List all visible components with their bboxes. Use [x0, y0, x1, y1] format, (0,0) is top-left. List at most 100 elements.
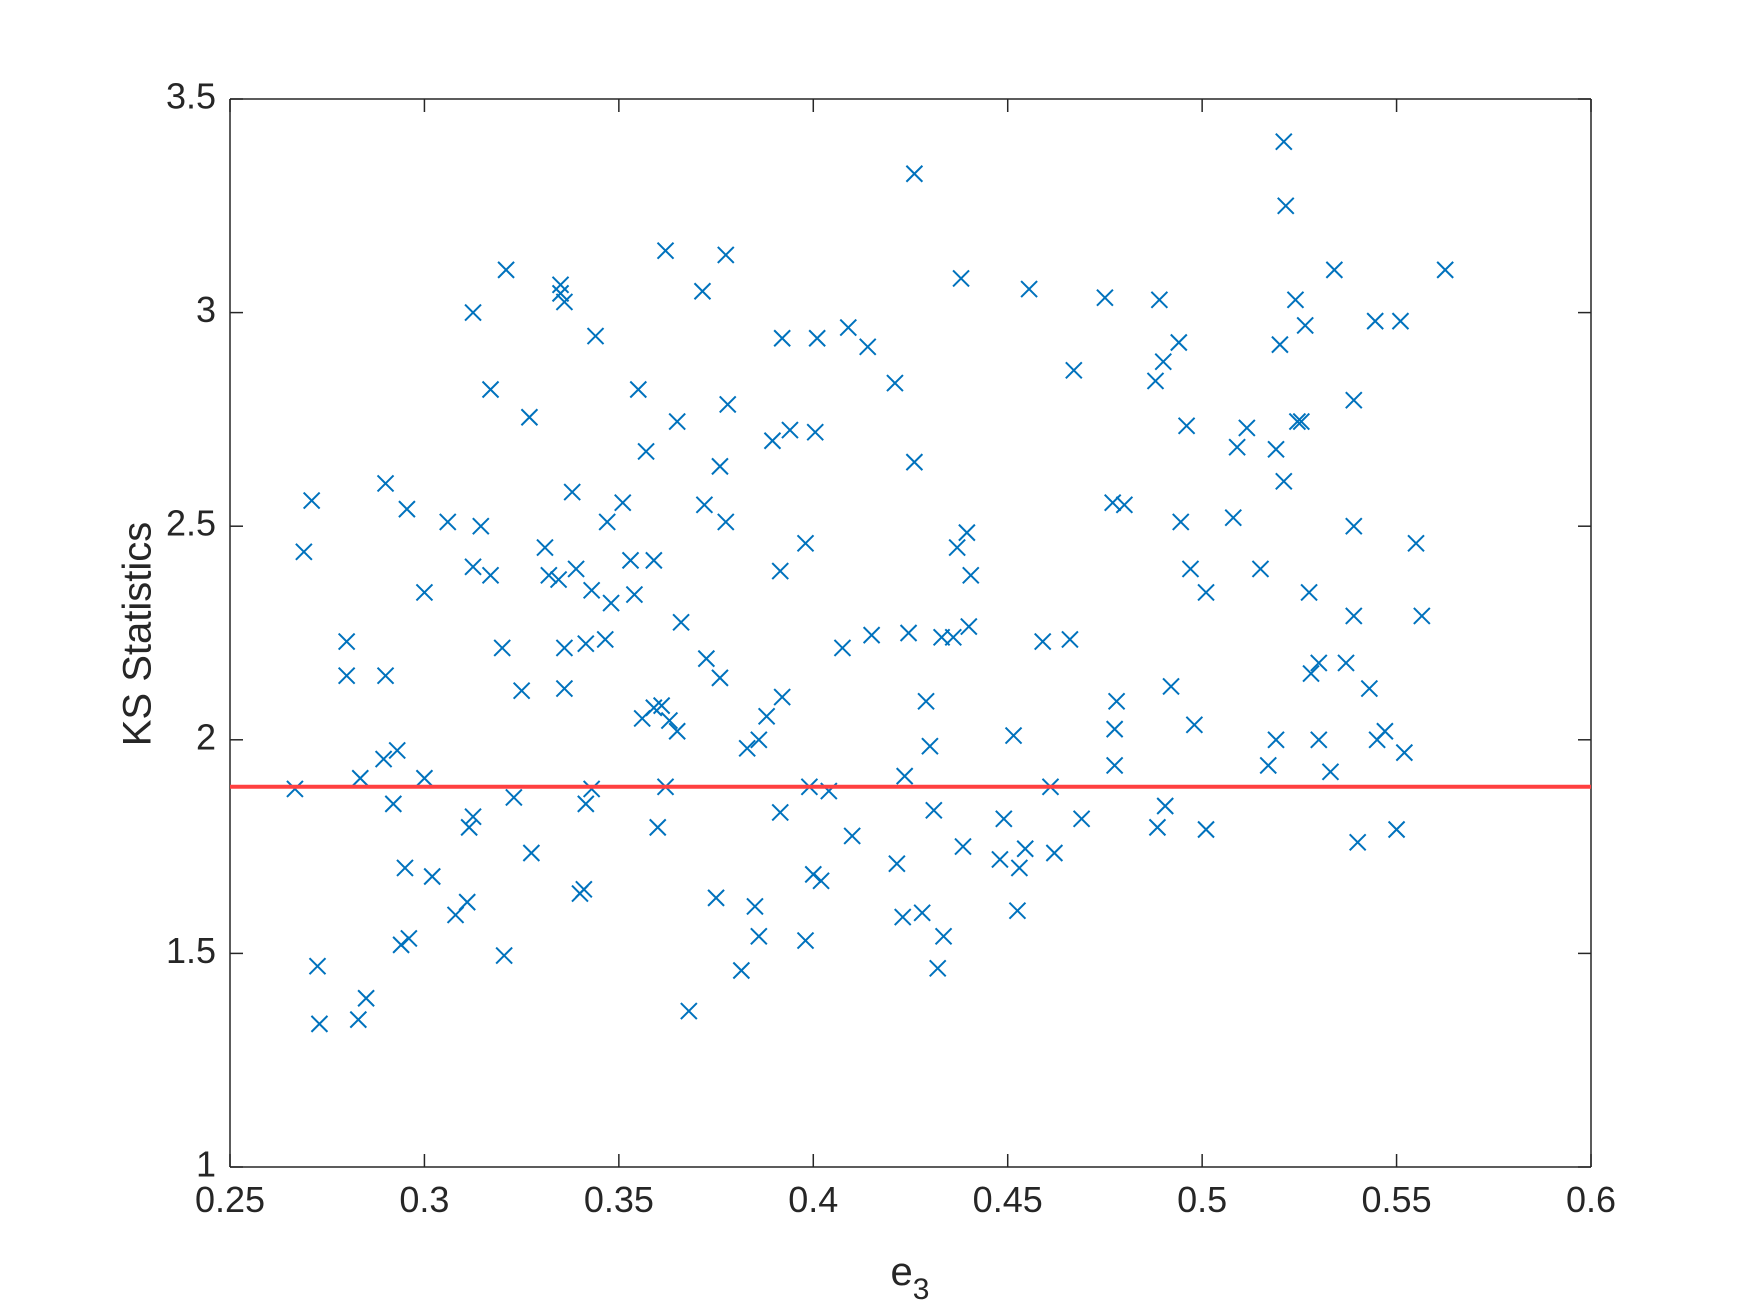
- scatter-point: [598, 513, 616, 531]
- x-tick-label: 0.3: [399, 1179, 449, 1220]
- y-tick-label: 2.5: [166, 503, 216, 544]
- x-tick-label: 0.6: [1566, 1179, 1616, 1220]
- y-tick-label: 1.5: [166, 930, 216, 971]
- scatter-point: [1436, 261, 1454, 279]
- scatter-point: [746, 897, 764, 916]
- scatter-point: [843, 827, 861, 845]
- scatter-point: [1286, 291, 1305, 309]
- scatter-point: [388, 741, 406, 760]
- scatter-point: [472, 517, 490, 535]
- scatter-point: [732, 961, 751, 980]
- scatter-point: [1197, 820, 1215, 839]
- scatter-point: [1376, 722, 1394, 740]
- scatter-point: [1345, 391, 1363, 409]
- y-axis-label: KS Statistics: [116, 522, 160, 747]
- scatter-point: [351, 769, 369, 787]
- scatter-point: [1010, 859, 1029, 877]
- scatter-point: [415, 769, 434, 787]
- scatter-point: [1395, 743, 1414, 762]
- scatter-point: [1271, 335, 1289, 354]
- scatter-point: [925, 801, 943, 819]
- scatter-point: [668, 412, 686, 431]
- scatter-point: [1300, 583, 1318, 602]
- scatter-point: [1107, 692, 1126, 711]
- scatter-point: [934, 927, 953, 946]
- scatter-point: [1310, 731, 1328, 749]
- scatter-point: [697, 649, 716, 668]
- scatter-point: [948, 538, 966, 557]
- scatter-point: [750, 731, 768, 749]
- scatter-point: [1020, 280, 1038, 298]
- scatter-point: [917, 692, 935, 711]
- scatter-point: [1259, 756, 1277, 775]
- x-axis-label: e3: [891, 1250, 930, 1306]
- scatter-point: [1105, 756, 1124, 775]
- scatter-point: [481, 566, 500, 585]
- scatter-point: [357, 989, 375, 1007]
- scatter-point: [895, 767, 914, 785]
- scatter-point: [621, 551, 640, 570]
- scatter-point: [833, 639, 852, 657]
- scatter-point: [549, 570, 568, 589]
- scatter-point: [1275, 133, 1293, 151]
- y-tick-label: 3.5: [166, 76, 216, 117]
- scatter-point: [962, 566, 980, 585]
- scatter-point: [1065, 361, 1083, 379]
- scatter-point: [1321, 763, 1340, 781]
- scatter-point: [668, 722, 686, 740]
- scatter-point: [629, 380, 648, 399]
- scatter-point: [862, 626, 881, 644]
- scatter-point: [398, 500, 416, 518]
- scatter-point: [464, 807, 482, 826]
- scatter-point: [1288, 412, 1307, 431]
- scatter-point: [577, 795, 595, 813]
- scatter-point: [991, 850, 1009, 869]
- scatter-point: [1387, 820, 1406, 839]
- scatter-point: [349, 1010, 368, 1029]
- scatter-point: [415, 583, 434, 602]
- scatter-point: [1345, 517, 1363, 535]
- scatter-point: [460, 818, 478, 837]
- scatter-point: [1016, 840, 1034, 858]
- scatter-point: [1154, 353, 1172, 371]
- scatter-point: [493, 639, 511, 657]
- scatter-point: [771, 562, 789, 580]
- y-tick-label: 1: [196, 1144, 216, 1185]
- scatter-point: [495, 946, 513, 965]
- scatter-point: [586, 327, 605, 345]
- scatter-point: [337, 667, 356, 685]
- scatter-point: [1360, 679, 1379, 698]
- scatter-point: [1170, 333, 1188, 352]
- scatter-point: [464, 303, 482, 322]
- scatter-point: [921, 737, 939, 755]
- scatter-point: [806, 423, 824, 441]
- scatter-point: [1296, 316, 1314, 335]
- scatter-point: [637, 442, 655, 461]
- scatter-point: [695, 496, 714, 514]
- scatter-point: [582, 581, 601, 599]
- x-axis-label-base: e: [891, 1250, 913, 1294]
- scatter-point: [773, 329, 791, 347]
- scatter-point: [952, 269, 970, 288]
- scatter-point: [308, 957, 327, 975]
- scatter-point: [711, 457, 729, 476]
- scatter-point: [719, 395, 737, 414]
- scatter-point: [423, 867, 441, 886]
- scatter-point: [886, 374, 904, 392]
- scatter-point: [540, 566, 558, 585]
- scatter-point: [645, 551, 663, 570]
- scatter-point: [295, 543, 313, 561]
- scatter-point: [649, 818, 667, 837]
- scatter-point: [656, 241, 675, 260]
- scatter-point: [625, 585, 644, 604]
- scatter-point: [439, 513, 457, 531]
- scatter-point: [555, 293, 574, 311]
- scatter-point: [958, 523, 976, 542]
- scatter-point: [905, 453, 924, 471]
- scatter-point: [1104, 493, 1122, 512]
- scatter-point: [929, 959, 947, 978]
- scatter-point: [1061, 630, 1079, 649]
- scatter-point: [763, 432, 782, 450]
- scatter-point: [551, 276, 570, 294]
- scatter-point: [1224, 508, 1242, 527]
